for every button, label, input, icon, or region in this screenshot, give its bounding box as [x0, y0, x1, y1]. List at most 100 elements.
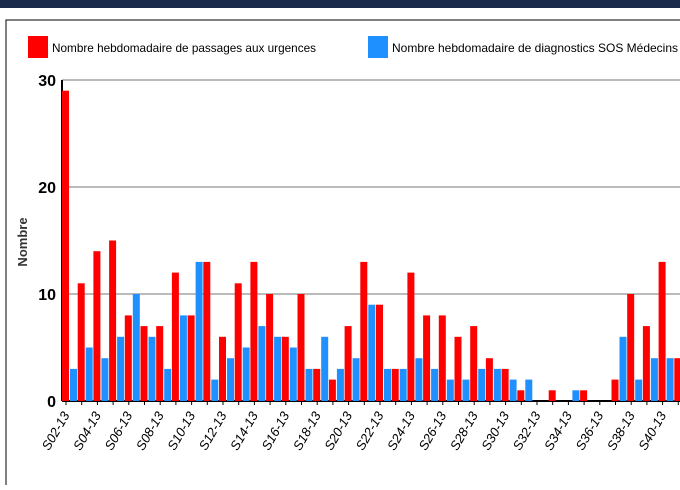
y-axis-label: Nombre: [15, 217, 30, 266]
bar: [376, 304, 383, 401]
header-strip: [0, 0, 680, 8]
bar: [478, 368, 486, 401]
x-tick-label: S06-13: [101, 408, 135, 452]
x-tick-label: S28-13: [447, 408, 481, 452]
bar: [140, 326, 148, 401]
x-tick-label: S34-13: [541, 408, 575, 452]
x-tick-label: S16-13: [258, 408, 292, 452]
bar: [250, 261, 258, 401]
y-tick-label: 10: [38, 287, 56, 304]
bar: [462, 379, 470, 401]
bar: [297, 294, 305, 401]
bar: [384, 368, 391, 401]
bar: [148, 336, 156, 401]
y-tick-label: 20: [38, 180, 56, 197]
bar: [674, 358, 680, 401]
bar: [368, 304, 376, 401]
bar: [580, 390, 588, 401]
bar: [109, 240, 117, 401]
x-tick-label: S32-13: [510, 408, 544, 452]
bar: [360, 261, 368, 401]
bar: [627, 294, 635, 401]
bar: [635, 379, 643, 401]
bar: [407, 272, 415, 401]
bar: [171, 272, 179, 401]
bar: [666, 358, 674, 401]
x-tick-label: S36-13: [572, 408, 606, 452]
bar: [446, 379, 454, 401]
bar: [423, 315, 431, 401]
bar: [132, 294, 140, 401]
x-tick-label: S04-13: [70, 408, 104, 452]
x-tick-label: S40-13: [635, 408, 669, 452]
x-tick-label: S38-13: [604, 408, 638, 452]
bar: [124, 315, 132, 401]
y-tick-label: 30: [38, 73, 56, 90]
bar: [187, 315, 195, 401]
legend-swatch: [28, 36, 48, 58]
bar: [611, 379, 619, 401]
bar: [572, 390, 580, 401]
x-tick-label: S08-13: [133, 408, 167, 452]
x-tick-label: S14-13: [227, 408, 261, 452]
bar: [62, 90, 69, 401]
x-tick-label: S24-13: [384, 408, 418, 452]
bar: [525, 379, 533, 401]
bar: [93, 251, 101, 401]
bar: [305, 368, 313, 401]
bar: [321, 336, 329, 401]
bar: [117, 336, 125, 401]
bar: [642, 326, 650, 401]
bar: [509, 379, 517, 401]
bar: [101, 358, 109, 401]
bar: [391, 368, 399, 401]
bar: [438, 315, 446, 401]
frame: [5, 19, 680, 490]
legend-swatch: [368, 36, 388, 58]
bar: [501, 368, 509, 401]
bar: [274, 336, 282, 401]
x-tick-label: S30-13: [478, 408, 512, 452]
bar: [227, 358, 234, 401]
bar: [454, 336, 462, 401]
bar: [219, 336, 226, 401]
x-tick-label: S02-13: [39, 408, 73, 452]
bar: [289, 347, 297, 401]
bar: [77, 283, 85, 401]
bar: [179, 315, 187, 401]
bar: [493, 368, 501, 401]
bar: [258, 326, 266, 401]
bar: [650, 358, 658, 401]
x-tick-label: S18-13: [290, 408, 324, 452]
bar: [352, 358, 360, 401]
bar: [485, 358, 493, 401]
bar: [70, 368, 77, 401]
legend-label: Nombre hebdomadaire de diagnostics SOS M…: [392, 41, 678, 55]
bar: [415, 358, 423, 401]
bar: [328, 379, 336, 401]
x-tick-label: S26-13: [415, 408, 449, 452]
bar: [156, 326, 164, 401]
bar: [431, 368, 439, 401]
bar: [517, 390, 525, 401]
bar: [336, 368, 344, 401]
bar: [470, 326, 478, 401]
bar: [266, 294, 274, 401]
x-tick-label: S10-13: [164, 408, 198, 452]
bar: [344, 326, 352, 401]
bar: [211, 379, 219, 401]
bar: [234, 283, 242, 401]
bar: [195, 261, 203, 401]
x-tick-label: S22-13: [353, 408, 387, 452]
bar: [281, 336, 289, 401]
bar: [658, 261, 666, 401]
bar: [85, 347, 93, 401]
y-tick-label: 0: [47, 394, 56, 411]
x-tick-label: S20-13: [321, 408, 355, 452]
bar: [203, 261, 211, 401]
bar: [548, 390, 556, 401]
bar: [242, 347, 250, 401]
bar: [399, 368, 407, 401]
